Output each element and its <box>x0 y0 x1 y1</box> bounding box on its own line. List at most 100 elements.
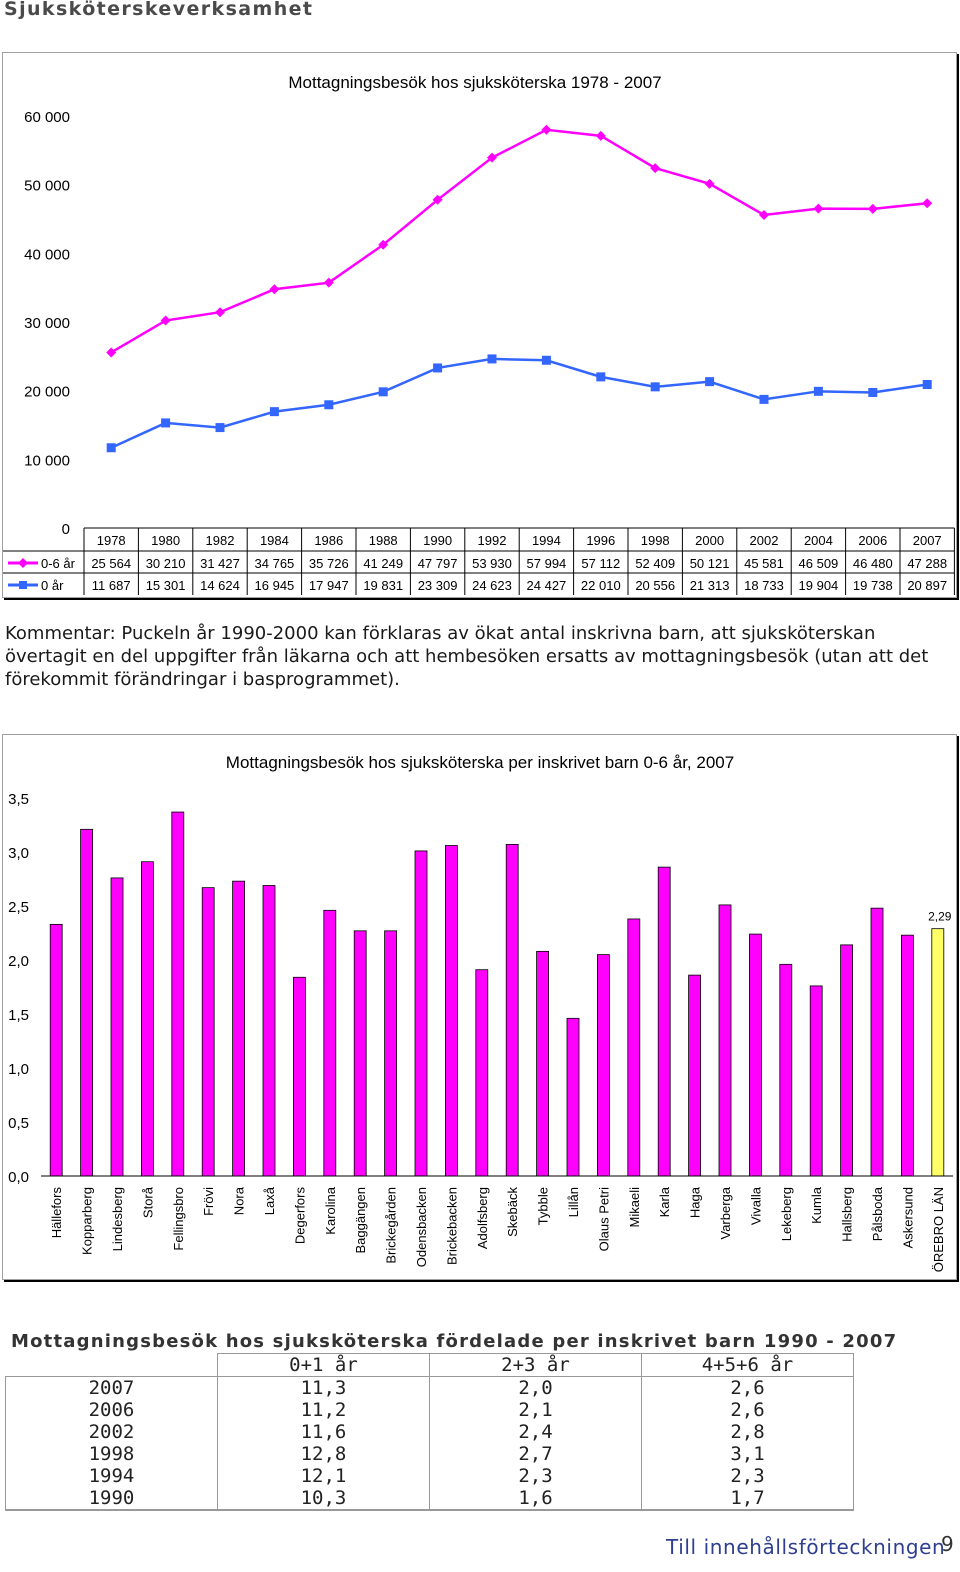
x-tick-label: Brickebacken <box>444 1187 459 1265</box>
x-tick-label: 1994 <box>532 533 561 548</box>
x-tick-label: Adolfsberg <box>475 1187 490 1249</box>
bar <box>597 954 610 1177</box>
bar <box>110 877 124 1177</box>
y-tick-label: 3,5 <box>8 791 29 808</box>
table-cell: 2,8 <box>641 1421 854 1443</box>
table-title: Mottagningsbesök hos sjuksköterska förde… <box>11 1331 898 1352</box>
table-cell: 1998 <box>5 1443 218 1465</box>
x-tick-label: 1986 <box>314 533 343 548</box>
data-point <box>759 394 769 404</box>
y-tick-label: 1,5 <box>8 1007 29 1024</box>
x-tick-label: 1996 <box>586 533 615 548</box>
data-table-cell: 47 797 <box>418 556 458 571</box>
table-row: 2006 11,2 2,1 2,6 <box>5 1399 854 1421</box>
bar <box>627 918 641 1177</box>
bar <box>779 963 793 1177</box>
x-tick-label: Brickegården <box>384 1187 399 1264</box>
bar <box>688 974 701 1177</box>
x-tick-label: Storå <box>140 1186 155 1218</box>
data-table-cell: 24 623 <box>472 578 512 593</box>
data-table-cell: 21 313 <box>690 578 730 593</box>
x-tick-label: ÖREBRO LÄN <box>931 1187 946 1272</box>
x-tick-label: 1984 <box>260 533 289 548</box>
bar <box>80 828 93 1177</box>
bar <box>657 866 671 1177</box>
table-cell: 2006 <box>5 1399 218 1421</box>
y-tick-label: 0,0 <box>8 1169 29 1186</box>
y-tick-label: 2,0 <box>8 953 29 970</box>
data-table-cell: 31 427 <box>200 556 240 571</box>
bar <box>323 909 337 1177</box>
table-cell: 2,6 <box>641 1399 854 1421</box>
x-tick-label: Askersund <box>900 1187 915 1248</box>
data-point <box>813 203 824 214</box>
bar-chart-panel: Mottagningsbesök hos sjuksköterska per i… <box>2 734 957 1280</box>
table-row: 1998 12,8 2,7 3,1 <box>5 1443 854 1465</box>
bar <box>840 944 853 1177</box>
table-cell: 2,4 <box>429 1421 642 1443</box>
data-point <box>650 163 661 174</box>
bar <box>870 907 884 1177</box>
table-cell: 11,2 <box>217 1399 430 1421</box>
data-point <box>650 382 660 392</box>
x-tick-label: Lillån <box>566 1187 581 1217</box>
bar <box>505 844 519 1177</box>
data-point <box>922 198 933 209</box>
x-tick-label: Olaus Petri <box>596 1187 611 1251</box>
x-tick-label: 2004 <box>804 533 833 548</box>
table-cell: 2,0 <box>429 1376 642 1399</box>
x-tick-label: Karla <box>657 1186 672 1217</box>
x-tick-label: Laxå <box>262 1186 277 1215</box>
y-tick-label: 50 000 <box>24 178 70 195</box>
y-tick-label: 20 000 <box>24 384 70 401</box>
data-point <box>106 443 116 453</box>
table-cell: 1990 <box>5 1487 218 1511</box>
data-table-cell: 41 249 <box>363 556 403 571</box>
table-cell: 12,1 <box>217 1465 430 1487</box>
chart-title: Mottagningsbesök hos sjuksköterska per i… <box>226 753 734 772</box>
data-table-cell: 45 581 <box>744 556 784 571</box>
data-table-cell: 17 947 <box>309 578 349 593</box>
x-tick-label: Hällefors <box>49 1187 64 1239</box>
data-table-cell: 20 556 <box>635 578 675 593</box>
data-point <box>161 418 171 428</box>
data-label: 2,29 <box>928 910 952 924</box>
data-point <box>433 363 443 373</box>
bar <box>901 934 914 1177</box>
table-row: 1990 10,3 1,6 1,7 <box>5 1487 854 1511</box>
x-tick-label: Kopparberg <box>80 1187 95 1255</box>
data-point <box>759 210 769 221</box>
page-heading: Sjuksköterskeverksamhet <box>4 0 314 20</box>
table-cell: 2007 <box>5 1376 218 1399</box>
data-table-cell: 14 624 <box>200 578 240 593</box>
data-point <box>323 277 334 288</box>
bar <box>49 923 63 1177</box>
table-cell: 11,6 <box>217 1421 430 1443</box>
bar <box>444 845 458 1177</box>
legend-label: 0 år <box>41 578 64 593</box>
y-tick-label: 30 000 <box>24 315 70 332</box>
table-cell: 1,7 <box>641 1487 854 1511</box>
data-point <box>867 203 878 214</box>
bar <box>749 933 762 1177</box>
toc-link[interactable]: Till innehållsförteckningen <box>666 1535 946 1559</box>
data-table-cell: 19 904 <box>799 578 839 593</box>
data-table-cell: 20 897 <box>907 578 947 593</box>
bar-chart: Mottagningsbesök hos sjuksköterska per i… <box>8 753 953 1272</box>
table-cell: 2,3 <box>641 1465 854 1487</box>
table-header-cell <box>5 1353 218 1377</box>
bar <box>201 887 215 1177</box>
data-table-cell: 35 726 <box>309 556 349 571</box>
x-tick-label: 2002 <box>750 533 779 548</box>
table-cell: 1,6 <box>429 1487 642 1511</box>
x-tick-label: 1980 <box>151 533 180 548</box>
table-cell: 12,8 <box>217 1443 430 1465</box>
x-tick-label: Vivalla <box>748 1186 763 1225</box>
data-table-cell: 52 409 <box>635 556 675 571</box>
x-tick-label: Karolina <box>323 1186 338 1234</box>
data-point <box>595 130 606 141</box>
data-point <box>922 380 932 390</box>
x-tick-label: Lekeberg <box>779 1187 794 1241</box>
x-tick-label: Mikaeli <box>627 1187 642 1228</box>
bar <box>292 976 306 1177</box>
